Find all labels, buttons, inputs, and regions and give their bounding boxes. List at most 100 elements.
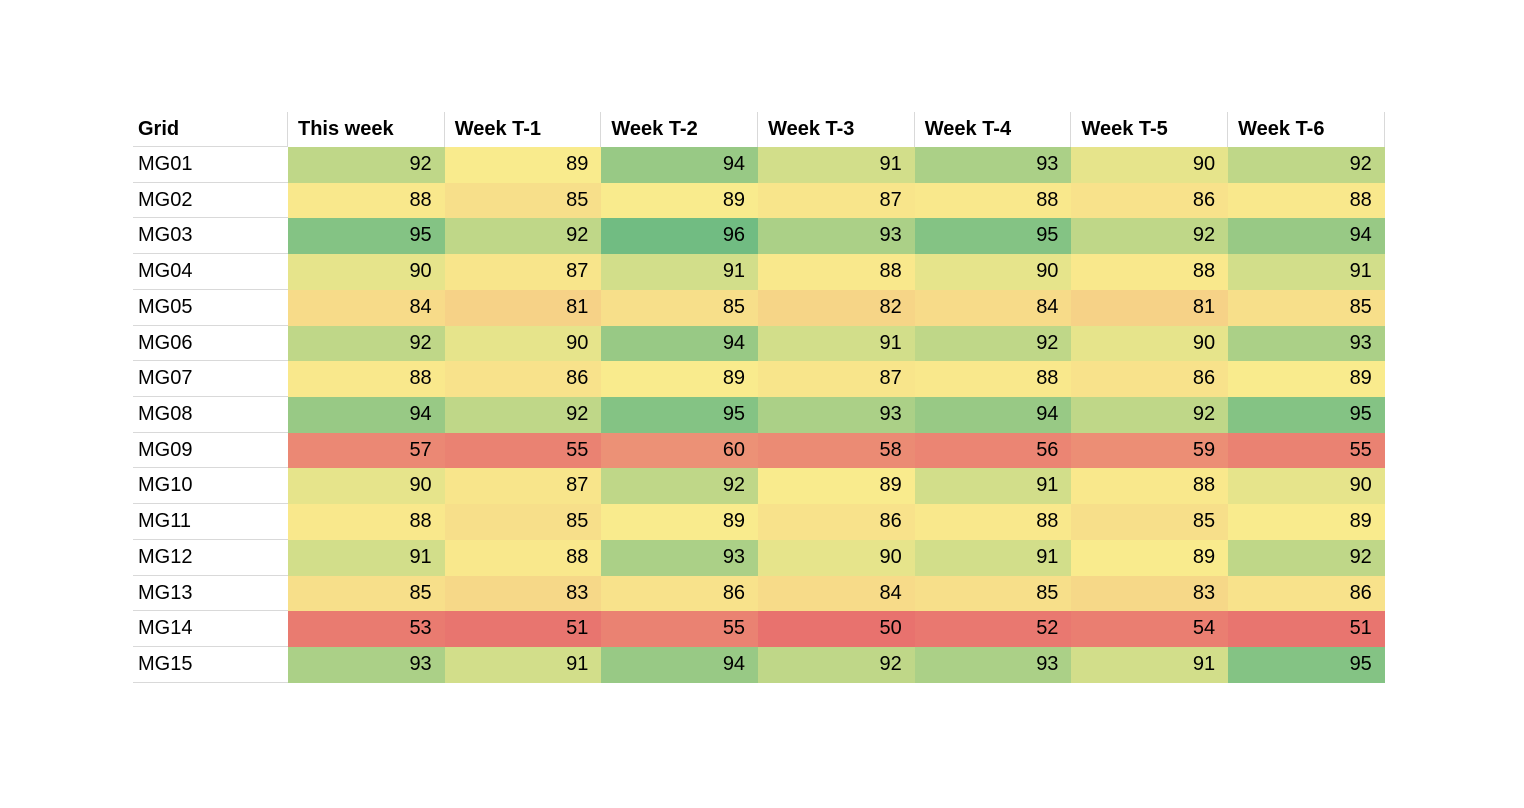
row-label: MG11: [133, 504, 288, 540]
value-cell: 92: [601, 468, 759, 505]
value-cell: 90: [1071, 147, 1229, 183]
value-cell: 90: [288, 468, 445, 505]
value-cell: 88: [914, 504, 1072, 540]
value-cell: 81: [444, 289, 602, 326]
value-cell: 96: [601, 218, 759, 255]
value-cell: 85: [288, 575, 445, 612]
value-cell: 89: [601, 361, 759, 398]
row-label: MG05: [133, 289, 288, 326]
value-cell: 91: [288, 539, 445, 576]
value-cell: 90: [1228, 468, 1385, 505]
value-cell: 88: [288, 361, 445, 398]
value-cell: 52: [914, 611, 1072, 648]
value-cell: 88: [1071, 254, 1229, 290]
value-cell: 53: [288, 611, 445, 648]
value-cell: 86: [1071, 361, 1229, 398]
value-cell: 85: [1071, 504, 1229, 540]
value-cell: 93: [1228, 325, 1385, 362]
value-cell: 91: [914, 539, 1072, 576]
value-cell: 84: [914, 289, 1072, 326]
row-label: MG01: [133, 147, 288, 183]
value-cell: 55: [1228, 432, 1385, 469]
value-cell: 92: [914, 325, 1072, 362]
value-cell: 87: [444, 468, 602, 505]
row-label: MG08: [133, 397, 288, 433]
value-cell: 57: [288, 432, 445, 469]
value-cell: 95: [601, 397, 759, 433]
value-cell: 85: [914, 575, 1072, 612]
value-cell: 85: [444, 504, 602, 540]
value-cell: 83: [444, 575, 602, 612]
value-cell: 89: [1228, 361, 1385, 398]
row-label: MG12: [133, 539, 288, 576]
value-cell: 93: [914, 647, 1072, 683]
value-cell: 90: [444, 325, 602, 362]
value-cell: 86: [601, 575, 759, 612]
value-cell: 50: [758, 611, 915, 648]
value-cell: 86: [444, 361, 602, 398]
value-cell: 92: [758, 647, 915, 683]
value-cell: 88: [1071, 468, 1229, 505]
row-label: MG09: [133, 432, 288, 469]
value-cell: 89: [1071, 539, 1229, 576]
value-cell: 94: [601, 147, 759, 183]
value-cell: 92: [1228, 147, 1385, 183]
row-label: MG03: [133, 218, 288, 255]
value-cell: 89: [601, 504, 759, 540]
value-cell: 58: [758, 432, 915, 469]
value-cell: 85: [601, 289, 759, 326]
row-label: MG02: [133, 182, 288, 219]
value-cell: 87: [758, 182, 915, 219]
row-label: MG10: [133, 468, 288, 505]
value-cell: 91: [601, 254, 759, 290]
value-cell: 81: [1071, 289, 1229, 326]
value-cell: 91: [1071, 647, 1229, 683]
value-cell: 95: [1228, 397, 1385, 433]
value-cell: 93: [601, 539, 759, 576]
value-cell: 56: [914, 432, 1072, 469]
value-cell: 94: [601, 325, 759, 362]
value-cell: 89: [444, 147, 602, 183]
value-cell: 86: [758, 504, 915, 540]
heatmap-table: Grid This week Week T-1 Week T-2 Week T-3 Wee…: [133, 112, 1385, 683]
value-cell: 92: [288, 325, 445, 362]
value-cell: 87: [758, 361, 915, 398]
value-cell: 94: [288, 397, 445, 433]
row-label: MG14: [133, 611, 288, 648]
column-header: Week T-4: [914, 112, 1072, 147]
value-cell: 88: [288, 182, 445, 219]
value-cell: 91: [758, 325, 915, 362]
column-header-grid: Grid: [133, 112, 288, 147]
value-cell: 89: [758, 468, 915, 505]
value-cell: 91: [444, 647, 602, 683]
value-cell: 93: [758, 218, 915, 255]
value-cell: 86: [1228, 575, 1385, 612]
value-cell: 92: [1228, 539, 1385, 576]
value-cell: 55: [444, 432, 602, 469]
value-cell: 91: [1228, 254, 1385, 290]
value-cell: 51: [444, 611, 602, 648]
value-cell: 94: [601, 647, 759, 683]
value-cell: 88: [914, 361, 1072, 398]
value-cell: 85: [1228, 289, 1385, 326]
value-cell: 85: [444, 182, 602, 219]
value-cell: 89: [601, 182, 759, 219]
value-cell: 88: [288, 504, 445, 540]
value-cell: 90: [914, 254, 1072, 290]
value-cell: 93: [758, 397, 915, 433]
row-label: MG07: [133, 361, 288, 398]
value-cell: 92: [288, 147, 445, 183]
value-cell: 89: [1228, 504, 1385, 540]
row-label: MG06: [133, 325, 288, 362]
column-header: Week T-5: [1071, 112, 1229, 147]
value-cell: 55: [601, 611, 759, 648]
value-cell: 92: [444, 218, 602, 255]
value-cell: 93: [288, 647, 445, 683]
value-cell: 88: [758, 254, 915, 290]
value-cell: 95: [1228, 647, 1385, 683]
value-cell: 91: [758, 147, 915, 183]
value-cell: 59: [1071, 432, 1229, 469]
value-cell: 95: [914, 218, 1072, 255]
value-cell: 88: [914, 182, 1072, 219]
